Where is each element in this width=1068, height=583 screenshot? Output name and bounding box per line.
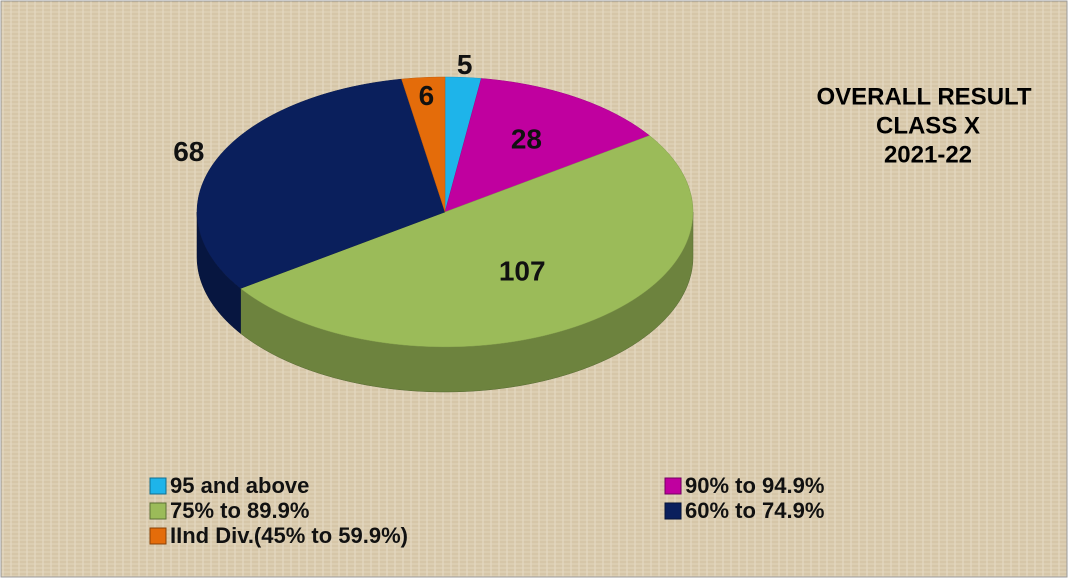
data-label: 6 <box>419 80 435 111</box>
pie-slice <box>444 78 650 213</box>
chart-title: CLASS X <box>876 112 980 139</box>
pie-slice <box>240 135 694 348</box>
data-label: 28 <box>511 123 542 154</box>
legend-swatch <box>664 502 682 520</box>
chart-title: OVERALL RESULT <box>816 83 1031 110</box>
legend-swatch <box>149 527 167 545</box>
legend-swatch <box>149 477 167 495</box>
legend-label: 95 and above <box>170 473 309 498</box>
data-label: 68 <box>173 136 204 167</box>
legend-label: IInd Div.(45% to 59.9%) <box>170 523 408 548</box>
legend-label: 90% to 94.9% <box>685 473 824 498</box>
chart-title: 2021-22 <box>884 141 972 168</box>
data-label: 107 <box>499 256 546 287</box>
pie-slice <box>196 78 446 289</box>
data-label: 5 <box>457 49 473 80</box>
legend-swatch <box>149 502 167 520</box>
legend-label: 75% to 89.9% <box>170 498 309 523</box>
legend-swatch <box>664 477 682 495</box>
pie-slice <box>401 76 446 213</box>
legend-label: 60% to 74.9% <box>685 498 824 523</box>
